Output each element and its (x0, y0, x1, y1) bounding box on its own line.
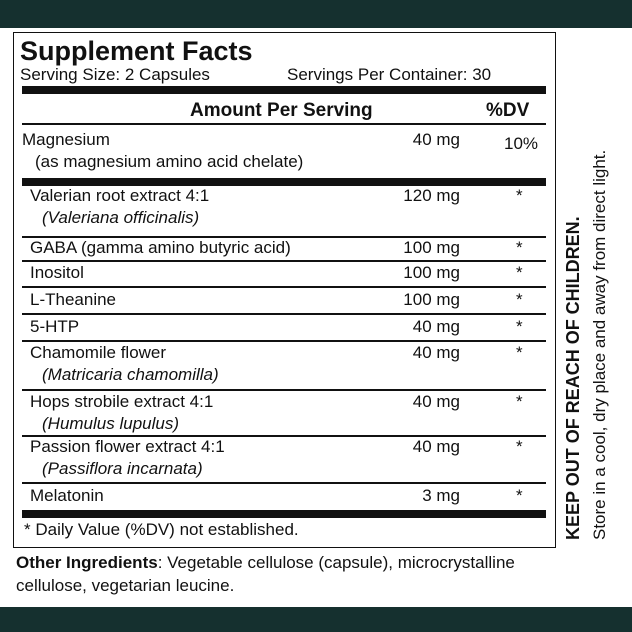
amount: 100 mg (403, 263, 460, 282)
amount: 40 mg (412, 437, 460, 456)
ingredient-note: (as magnesium amino acid chelate) (35, 152, 304, 171)
amount: 40 mg (412, 130, 460, 149)
thick-rule (22, 510, 546, 518)
daily-value: * (516, 392, 523, 411)
thin-rule (22, 236, 546, 238)
thin-rule (22, 340, 546, 342)
bottom-band (0, 607, 632, 632)
thin-rule (22, 313, 546, 315)
ingredient-name: Inositol (30, 263, 84, 282)
thick-rule (22, 178, 546, 186)
ingredient-note: (Matricaria chamomilla) (42, 365, 219, 384)
top-band (0, 0, 632, 28)
ingredient-name: GABA (gamma amino butyric acid) (30, 238, 291, 257)
other-ingredients: Other Ingredients: Vegetable cellulose (… (16, 551, 536, 597)
thick-rule (22, 86, 546, 94)
facts-box (13, 32, 556, 548)
ingredient-name: L-Theanine (30, 290, 117, 309)
amount: 40 mg (412, 317, 460, 336)
amount: 100 mg (403, 290, 460, 309)
title: Supplement Facts (20, 36, 253, 66)
other-ingredients-label: Other Ingredients (16, 553, 158, 572)
amount-header: Amount Per Serving (190, 100, 373, 121)
servings-per-container: Servings Per Container: 30 (287, 65, 492, 84)
thin-rule (22, 260, 546, 262)
daily-value: * (516, 238, 523, 257)
serving-size: Serving Size: 2 Capsules (20, 65, 210, 84)
other-ingredients-text: : Vegetable cellulose (capsule), microcr… (16, 553, 515, 595)
ingredient-name: Melatonin (30, 486, 104, 505)
ingredient-note: (Passiflora incarnata) (42, 459, 203, 478)
daily-value: * (516, 437, 523, 456)
daily-value: * (516, 317, 523, 336)
amount: 40 mg (412, 392, 460, 411)
amount: 3 mg (422, 486, 460, 505)
daily-value: * (516, 186, 523, 205)
storage: Store in a cool, dry place and away from… (590, 149, 609, 540)
dv-header: %DV (486, 100, 530, 121)
thin-rule (22, 435, 546, 437)
ingredient-name: Chamomile flower (30, 343, 167, 362)
footnote: * Daily Value (%DV) not established. (24, 520, 299, 539)
daily-value: * (516, 343, 523, 362)
daily-value: * (516, 290, 523, 309)
amount: 40 mg (412, 343, 460, 362)
ingredient-name: Magnesium (22, 130, 110, 149)
ingredient-name: 5-HTP (30, 317, 80, 336)
ingredient-name: Valerian root extract 4:1 (30, 186, 210, 205)
daily-value: * (516, 263, 523, 282)
thin-rule (22, 286, 546, 288)
ingredient-name: Hops strobile extract 4:1 (30, 392, 214, 411)
thin-rule (22, 389, 546, 391)
daily-value: * (516, 486, 523, 505)
thin-rule (22, 482, 546, 484)
daily-value: 10% (504, 134, 539, 153)
ingredient-note: (Humulus lupulus) (42, 414, 179, 433)
amount: 120 mg (403, 186, 460, 205)
ingredient-name: Passion flower extract 4:1 (30, 437, 225, 456)
ingredient-note: (Valeriana officinalis) (42, 208, 200, 227)
warning: KEEP OUT OF REACH OF CHILDREN. (563, 216, 583, 540)
amount: 100 mg (403, 238, 460, 257)
thin-rule (22, 123, 546, 125)
